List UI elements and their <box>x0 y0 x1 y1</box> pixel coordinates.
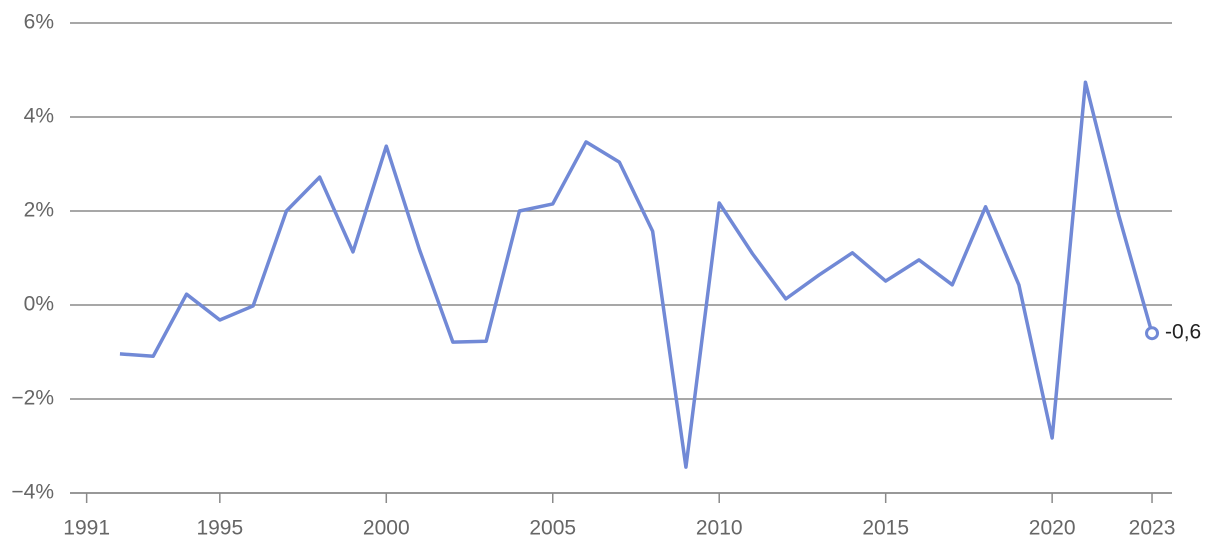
y-tick-label: −2% <box>11 387 54 410</box>
x-tick-label: 2010 <box>696 517 743 540</box>
point-marker <box>1145 326 1160 341</box>
y-tick-label: −4% <box>11 481 54 504</box>
y-tick-label: 2% <box>24 199 54 222</box>
x-tick-label: 2023 <box>1129 517 1176 540</box>
y-tick-label: 6% <box>24 11 54 34</box>
line <box>119 80 1154 469</box>
x-tick-label: 1991 <box>63 517 110 540</box>
x-tick-label: 1995 <box>196 517 243 540</box>
x-tick-label: 2020 <box>1029 517 1076 540</box>
x-tick-label: 2000 <box>363 517 410 540</box>
y-tick-label: 4% <box>24 105 54 128</box>
x-tick-label: 2005 <box>529 517 576 540</box>
x-tick-label: 2015 <box>862 517 909 540</box>
value-label: -0,6 <box>1165 321 1201 344</box>
y-tick-label: 0% <box>24 293 54 316</box>
